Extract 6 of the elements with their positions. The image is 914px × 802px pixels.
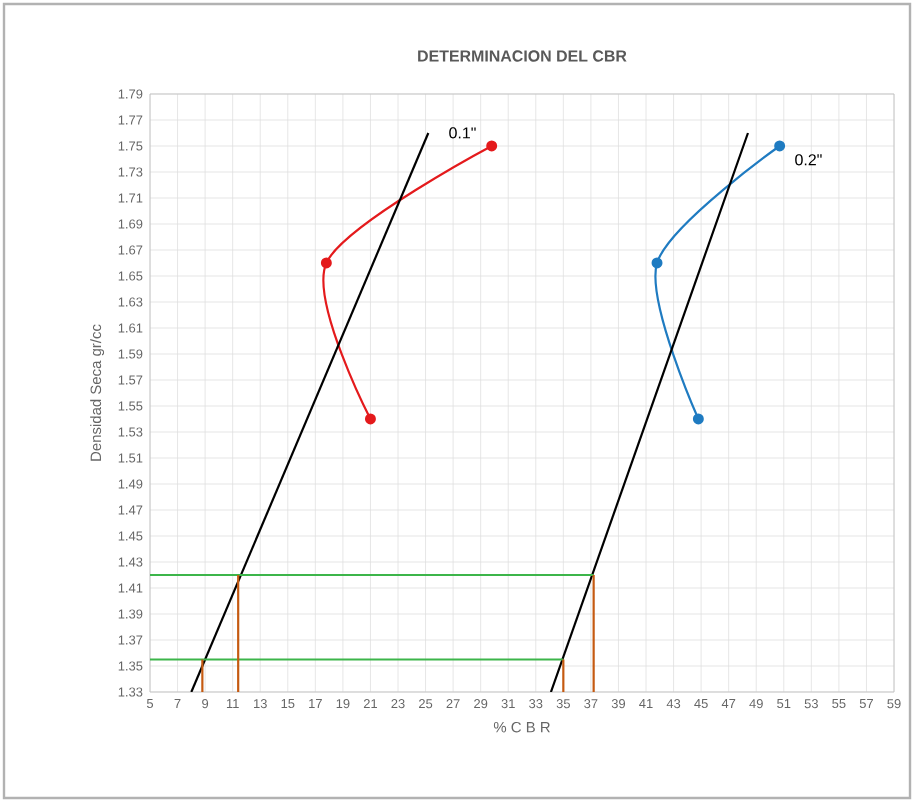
point bbox=[364, 413, 376, 425]
point bbox=[651, 257, 663, 269]
point bbox=[320, 257, 332, 269]
point bbox=[774, 140, 786, 152]
point bbox=[692, 413, 704, 425]
point bbox=[486, 140, 498, 152]
